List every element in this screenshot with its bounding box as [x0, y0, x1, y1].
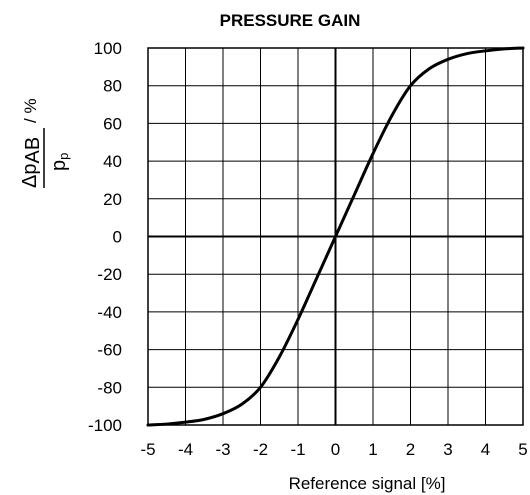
y-label-numerator-main: Δp: [19, 164, 41, 188]
y-tick-label: 100: [94, 39, 122, 58]
x-tick-label: 0: [331, 440, 340, 459]
x-tick-label: 2: [406, 440, 415, 459]
y-axis-label: ΔpAB pp / %: [19, 98, 71, 188]
x-tick-label: 3: [443, 440, 452, 459]
series-layer: [146, 46, 525, 427]
y-tick-label: 40: [103, 152, 122, 171]
x-tick-label: 1: [368, 440, 377, 459]
x-tick-label: -3: [215, 440, 230, 459]
y-tick-label: -40: [97, 303, 122, 322]
x-tick-label: -5: [140, 440, 155, 459]
x-tick-label: -1: [290, 440, 305, 459]
x-tick-label: -2: [253, 440, 268, 459]
y-tick-label: 0: [113, 228, 122, 247]
y-tick-label: -20: [97, 265, 122, 284]
chart-title: PRESSURE GAIN: [220, 11, 361, 30]
y-tick-label: 80: [103, 77, 122, 96]
pressure-gain-curve: [146, 46, 525, 427]
y-tick-labels: 100 80 60 40 20 0 -20 -40 -60 -80 -100: [88, 39, 122, 435]
y-tick-label: -60: [97, 341, 122, 360]
x-tick-label: -4: [178, 440, 193, 459]
y-tick-label: 20: [103, 190, 122, 209]
x-tick-labels: -5 -4 -3 -2 -1 0 1 2 3 4 5: [140, 440, 527, 459]
y-label-unit: / %: [21, 98, 40, 123]
y-label-numerator-sub: AB: [22, 137, 44, 164]
x-axis-label: Reference signal [%]: [289, 474, 446, 493]
y-label-denominator-sub: p: [56, 153, 71, 160]
x-tick-label: 4: [481, 440, 490, 459]
y-tick-label: -100: [88, 416, 122, 435]
y-tick-label: -80: [97, 378, 122, 397]
y-tick-label: 60: [103, 114, 122, 133]
x-tick-label: 5: [518, 440, 527, 459]
y-label-denominator: pp: [48, 153, 71, 171]
y-label-numerator: ΔpAB: [19, 137, 44, 188]
y-label-denominator-main: p: [48, 160, 70, 171]
